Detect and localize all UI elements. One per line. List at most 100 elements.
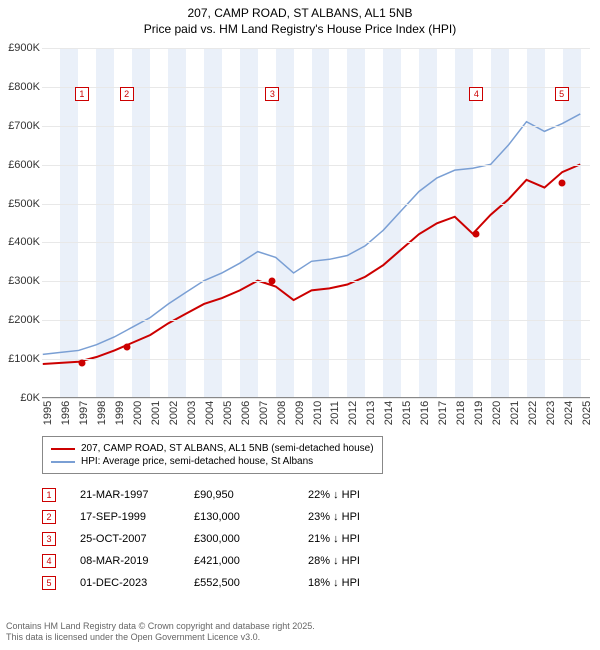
x-axis-label: 2012 — [347, 401, 359, 425]
sale-marker-dot — [123, 344, 130, 351]
x-axis-label: 2009 — [294, 401, 306, 425]
sale-marker-dot — [78, 359, 85, 366]
x-axis-label: 2011 — [329, 401, 341, 425]
x-axis-label: 1997 — [78, 401, 90, 425]
y-gridline — [42, 126, 590, 127]
x-axis-label: 2001 — [150, 401, 162, 425]
x-axis-label: 2002 — [168, 401, 180, 425]
sale-hpi-diff: 22% ↓ HPI — [308, 489, 398, 501]
sale-hpi-diff: 28% ↓ HPI — [308, 555, 398, 567]
x-axis-label: 2005 — [222, 401, 234, 425]
chart-title-line1: 207, CAMP ROAD, ST ALBANS, AL1 5NB — [0, 0, 600, 22]
legend-label: HPI: Average price, semi-detached house,… — [81, 456, 313, 467]
sale-number-box: 2 — [42, 510, 56, 524]
footer-line2: This data is licensed under the Open Gov… — [6, 632, 315, 644]
y-axis-label: £0K — [0, 392, 40, 404]
y-gridline — [42, 48, 590, 49]
sale-marker-box: 2 — [120, 87, 134, 101]
sale-hpi-diff: 18% ↓ HPI — [308, 577, 398, 589]
x-axis-label: 2010 — [312, 401, 324, 425]
sale-number-box: 1 — [42, 488, 56, 502]
sales-row: 4 08-MAR-2019 £421,000 28% ↓ HPI — [42, 550, 398, 572]
x-axis-label: 2023 — [545, 401, 557, 425]
x-axis-label: 2018 — [455, 401, 467, 425]
chart-title-line2: Price paid vs. HM Land Registry's House … — [0, 22, 600, 44]
y-gridline — [42, 359, 590, 360]
sale-number-box: 3 — [42, 532, 56, 546]
legend-item: 207, CAMP ROAD, ST ALBANS, AL1 5NB (semi… — [51, 442, 374, 455]
x-axis-label: 2000 — [132, 401, 144, 425]
x-axis-label: 2003 — [186, 401, 198, 425]
sale-hpi-diff: 23% ↓ HPI — [308, 511, 398, 523]
legend-item: HPI: Average price, semi-detached house,… — [51, 455, 374, 468]
x-axis-label: 2017 — [437, 401, 449, 425]
sale-date: 21-MAR-1997 — [80, 489, 170, 501]
sale-date: 01-DEC-2023 — [80, 577, 170, 589]
x-axis-label: 2021 — [509, 401, 521, 425]
y-axis-label: £900K — [0, 42, 40, 54]
chart-legend: 207, CAMP ROAD, ST ALBANS, AL1 5NB (semi… — [42, 436, 383, 474]
y-gridline — [42, 320, 590, 321]
sale-marker-box: 3 — [265, 87, 279, 101]
x-axis-label: 2016 — [419, 401, 431, 425]
sales-table: 1 21-MAR-1997 £90,950 22% ↓ HPI 2 17-SEP-1999… — [42, 484, 398, 594]
y-axis-label: £300K — [0, 275, 40, 287]
sale-hpi-diff: 21% ↓ HPI — [308, 533, 398, 545]
sale-number-box: 4 — [42, 554, 56, 568]
x-axis-label: 2020 — [491, 401, 503, 425]
x-axis-label: 2015 — [401, 401, 413, 425]
sales-row: 2 17-SEP-1999 £130,000 23% ↓ HPI — [42, 506, 398, 528]
sale-price: £421,000 — [194, 555, 284, 567]
legend-swatch — [51, 448, 75, 450]
y-axis-label: £700K — [0, 120, 40, 132]
sale-price: £90,950 — [194, 489, 284, 501]
sale-marker-box: 5 — [555, 87, 569, 101]
chart-plot-area: £0K£100K£200K£300K£400K£500K£600K£700K£8… — [42, 48, 590, 398]
y-gridline — [42, 204, 590, 205]
sale-marker-dot — [473, 231, 480, 238]
sale-marker-dot — [269, 278, 276, 285]
sale-price: £300,000 — [194, 533, 284, 545]
sale-date: 08-MAR-2019 — [80, 555, 170, 567]
sale-marker-dot — [558, 180, 565, 187]
sale-number-box: 5 — [42, 576, 56, 590]
x-axis-label: 2024 — [563, 401, 575, 425]
legend-swatch — [51, 461, 75, 463]
sales-row: 3 25-OCT-2007 £300,000 21% ↓ HPI — [42, 528, 398, 550]
sales-row: 5 01-DEC-2023 £552,500 18% ↓ HPI — [42, 572, 398, 594]
series-hpi — [43, 114, 580, 354]
y-axis-label: £800K — [0, 81, 40, 93]
x-axis-label: 2008 — [276, 401, 288, 425]
x-axis-label: 2025 — [581, 401, 593, 425]
x-axis-label: 2014 — [383, 401, 395, 425]
y-axis-label: £400K — [0, 236, 40, 248]
x-axis-label: 1998 — [96, 401, 108, 425]
sale-price: £130,000 — [194, 511, 284, 523]
footer-line1: Contains HM Land Registry data © Crown c… — [6, 621, 315, 633]
x-axis-label: 1999 — [114, 401, 126, 425]
sale-price: £552,500 — [194, 577, 284, 589]
y-axis-label: £200K — [0, 314, 40, 326]
footer-attribution: Contains HM Land Registry data © Crown c… — [6, 621, 315, 644]
x-axis-label: 2007 — [258, 401, 270, 425]
y-gridline — [42, 398, 590, 399]
x-axis-label: 2022 — [527, 401, 539, 425]
x-axis-label: 2013 — [365, 401, 377, 425]
y-axis-label: £100K — [0, 353, 40, 365]
x-axis-label: 1995 — [42, 401, 54, 425]
y-axis-label: £500K — [0, 198, 40, 210]
sale-date: 17-SEP-1999 — [80, 511, 170, 523]
y-gridline — [42, 242, 590, 243]
legend-label: 207, CAMP ROAD, ST ALBANS, AL1 5NB (semi… — [81, 443, 374, 454]
sale-marker-box: 1 — [75, 87, 89, 101]
sale-marker-box: 4 — [469, 87, 483, 101]
x-axis-label: 2004 — [204, 401, 216, 425]
x-axis-label: 1996 — [60, 401, 72, 425]
y-axis-label: £600K — [0, 159, 40, 171]
y-gridline — [42, 165, 590, 166]
x-axis-label: 2019 — [473, 401, 485, 425]
sales-row: 1 21-MAR-1997 £90,950 22% ↓ HPI — [42, 484, 398, 506]
x-axis-label: 2006 — [240, 401, 252, 425]
sale-date: 25-OCT-2007 — [80, 533, 170, 545]
series-price_paid — [43, 164, 580, 364]
